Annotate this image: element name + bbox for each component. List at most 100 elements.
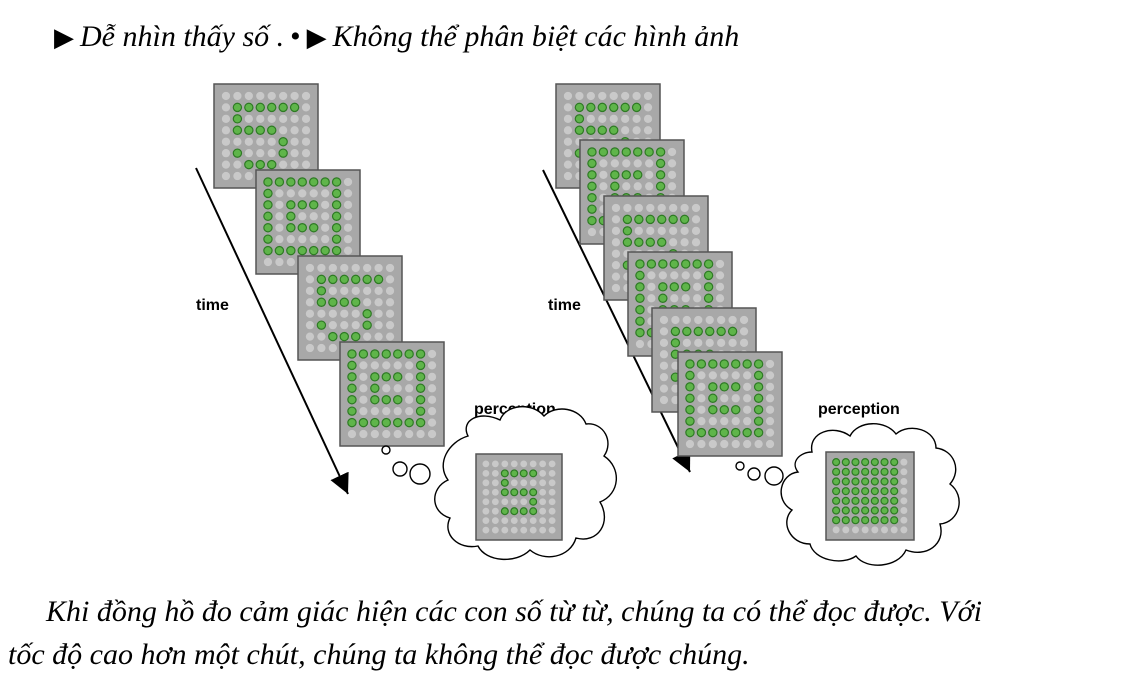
unlit-dot	[599, 170, 608, 179]
unlit-dot	[611, 261, 621, 270]
unlit-dot	[754, 439, 763, 449]
unlit-dot	[405, 429, 414, 439]
unlit-dot	[705, 338, 714, 347]
unlit-dot	[598, 114, 607, 123]
lit-dot	[309, 200, 319, 210]
bullet-separator: •	[290, 20, 301, 53]
unlit-dot	[305, 321, 315, 330]
unlit-dot	[328, 286, 337, 295]
lit-dot	[347, 406, 357, 416]
lit-dot	[373, 274, 384, 285]
unlit-dot	[482, 488, 490, 496]
unlit-dot	[359, 361, 368, 370]
perception-label: perception	[818, 401, 900, 418]
unlit-dot	[321, 212, 330, 221]
unlit-dot	[743, 371, 752, 380]
lit-dot	[880, 516, 889, 525]
lit-dot	[297, 245, 307, 256]
lit-dot	[841, 467, 850, 476]
unlit-dot	[385, 309, 395, 318]
lit-dot	[890, 458, 899, 467]
unlit-dot	[647, 294, 656, 303]
unlit-dot	[221, 114, 231, 123]
unlit-dot	[728, 338, 737, 347]
lit-dot	[635, 293, 645, 303]
lit-dot	[890, 506, 899, 515]
unlit-dot	[691, 238, 701, 247]
unlit-dot	[221, 171, 231, 181]
lit-dot	[753, 427, 764, 438]
right-sequence: time perception	[542, 83, 960, 566]
unlit-dot	[263, 257, 273, 267]
unlit-dot	[720, 417, 729, 426]
lit-dot	[753, 393, 764, 403]
unlit-dot	[427, 372, 437, 381]
lit-dot	[519, 507, 528, 516]
unlit-dot	[305, 309, 315, 318]
unlit-dot	[405, 361, 414, 370]
unlit-dot	[347, 429, 357, 439]
unlit-dot	[609, 91, 618, 101]
unlit-dot	[305, 332, 315, 341]
lit-dot	[347, 360, 357, 371]
unlit-dot	[482, 469, 490, 477]
lit-dot	[753, 359, 764, 369]
unlit-dot	[881, 526, 889, 534]
unlit-dot	[611, 203, 621, 213]
unlit-dot	[233, 160, 242, 169]
lit-dot	[244, 125, 254, 135]
lit-dot	[669, 282, 679, 292]
lit-dot	[587, 181, 597, 191]
unlit-dot	[680, 226, 689, 235]
unlit-dot	[697, 382, 706, 391]
lit-dot	[316, 274, 327, 285]
lit-dot	[309, 177, 319, 187]
unlit-dot	[671, 315, 680, 325]
unlit-dot	[405, 395, 414, 404]
unlit-dot	[482, 526, 490, 534]
lit-dot	[244, 159, 254, 170]
unlit-dot	[279, 114, 288, 123]
lit-dot	[621, 170, 631, 180]
unlit-dot	[765, 359, 775, 369]
unlit-dot	[233, 91, 242, 101]
unlit-dot	[539, 526, 547, 534]
perception-diagram: time perception time perception	[195, 83, 960, 566]
unlit-dot	[632, 91, 641, 101]
lit-dot	[670, 338, 681, 348]
unlit-dot	[305, 298, 315, 307]
unlit-dot	[634, 226, 643, 235]
unlit-dot	[667, 182, 677, 191]
unlit-dot	[520, 498, 528, 506]
unlit-dot	[343, 189, 353, 198]
lit-dot	[645, 237, 655, 247]
unlit-dot	[510, 460, 518, 468]
unlit-dot	[697, 417, 706, 426]
unlit-dot	[382, 384, 391, 393]
unlit-dot	[717, 338, 726, 347]
lit-dot	[267, 159, 277, 170]
unlit-dot	[659, 315, 669, 325]
unlit-dot	[548, 517, 556, 525]
unlit-dot	[298, 189, 307, 198]
lit-dot	[597, 102, 607, 113]
unlit-dot	[715, 271, 725, 280]
unlit-dot	[622, 159, 631, 168]
unlit-dot	[340, 321, 349, 330]
unlit-dot	[374, 298, 383, 307]
lit-dot	[635, 270, 645, 281]
lit-dot	[347, 395, 357, 405]
unlit-dot	[743, 405, 752, 414]
unlit-dot	[279, 126, 288, 135]
lit-dot	[870, 458, 879, 467]
lit-dot	[381, 417, 391, 428]
lit-dot	[393, 395, 403, 405]
unlit-dot	[728, 315, 737, 325]
lit-dot	[362, 320, 372, 330]
unlit-dot	[900, 477, 908, 485]
unlit-dot	[657, 203, 666, 213]
lit-dot	[519, 488, 528, 497]
unlit-dot	[301, 126, 311, 135]
unlit-dot	[405, 372, 414, 381]
lit-dot	[370, 383, 380, 393]
